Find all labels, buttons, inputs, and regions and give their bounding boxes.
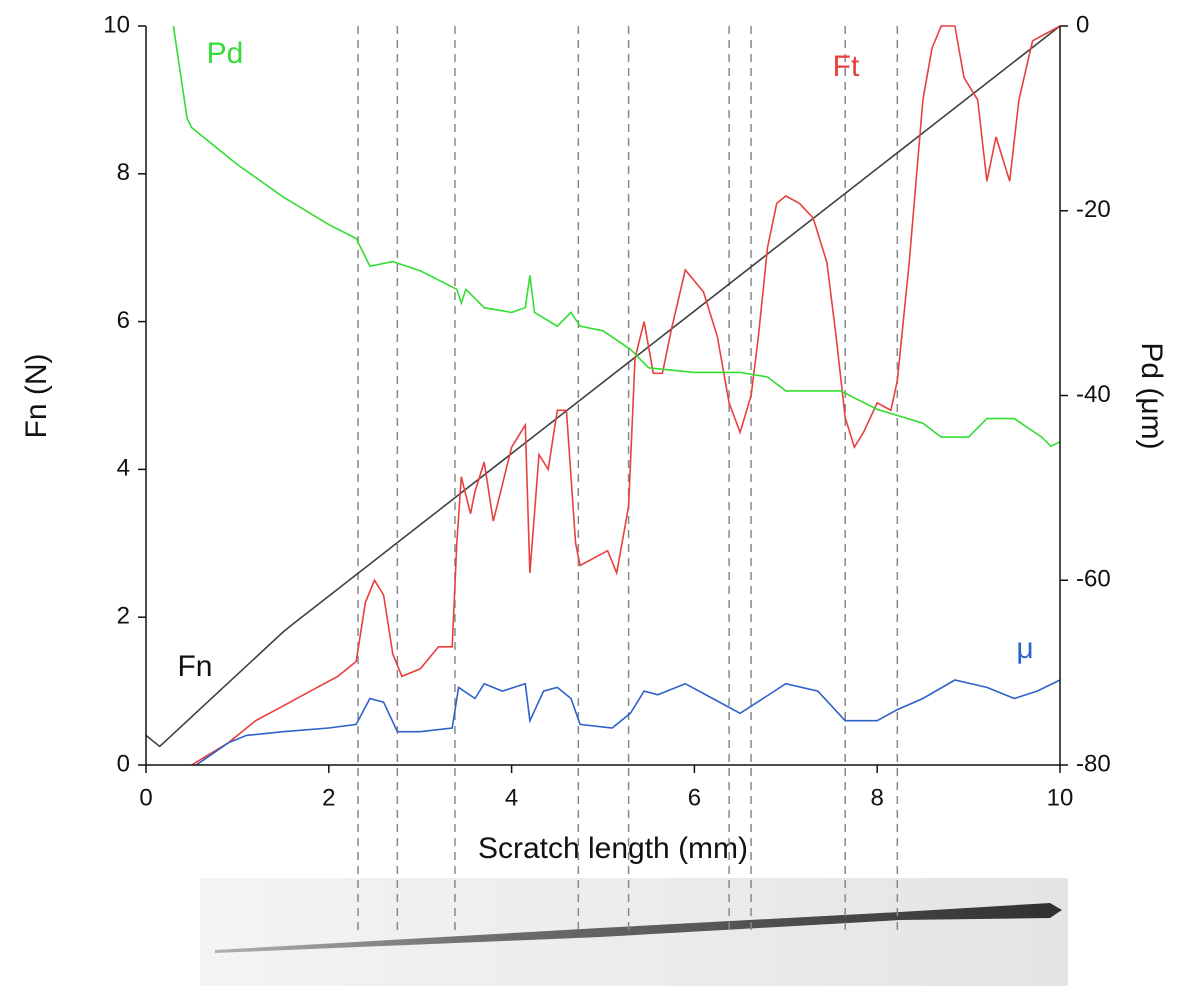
y2-axis-title: Pd (μm): [1135, 342, 1168, 449]
x-tick-label: 10: [1047, 784, 1074, 811]
x-axis-title: Scratch length (mm): [478, 832, 748, 865]
series-label: Fn: [177, 650, 212, 683]
series-label: Ft: [833, 50, 860, 83]
y2-tick-label: 0: [1076, 11, 1089, 38]
y2-tick-label: -60: [1076, 566, 1111, 593]
x-tick-label: 4: [505, 784, 518, 811]
data-line: [195, 679, 1061, 766]
y-axis-title: Fn (N): [20, 354, 53, 439]
data-line: [191, 25, 1061, 766]
y2-tick-label: -20: [1076, 196, 1111, 223]
series-label: μ: [1016, 632, 1033, 665]
y-tick-label: 0: [117, 750, 130, 777]
x-tick-label: 2: [322, 784, 335, 811]
y2-tick-label: -80: [1076, 750, 1111, 777]
y-tick-label: 6: [117, 307, 130, 334]
y-tick-label: 8: [117, 159, 130, 186]
y2-tick-label: -40: [1076, 381, 1111, 408]
x-tick-label: 0: [139, 784, 152, 811]
scratch-track: [215, 903, 1062, 953]
data-line: [145, 25, 1061, 748]
y-tick-label: 2: [117, 603, 130, 630]
x-tick-label: 8: [871, 784, 884, 811]
y-tick-label: 10: [103, 11, 130, 38]
data-line: [172, 25, 1061, 448]
series-label: Pd: [207, 37, 244, 70]
x-tick-label: 6: [688, 784, 701, 811]
y-tick-label: 4: [117, 455, 130, 482]
